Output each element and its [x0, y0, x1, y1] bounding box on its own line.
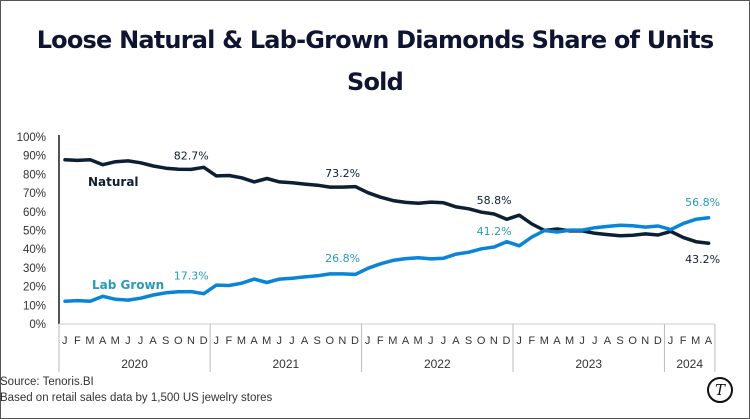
x-month-label: A [149, 335, 157, 347]
x-month-label: N [490, 335, 498, 347]
x-month-label: F [680, 335, 687, 347]
x-month-label: D [200, 335, 208, 347]
x-month-label: S [616, 335, 624, 347]
x-month-label: J [62, 335, 68, 347]
series-line-natural [63, 158, 711, 245]
x-month-label: N [187, 335, 195, 347]
x-month-label: O [477, 335, 486, 347]
chart-title-line-2: Sold [347, 68, 404, 96]
x-month-label: J [428, 335, 434, 347]
x-month-label: A [705, 335, 713, 347]
x-month-label: M [237, 335, 247, 347]
data-label: 56.8% [685, 196, 720, 209]
x-month-label: J [579, 335, 585, 347]
x-year-label: 2021 [272, 357, 299, 371]
x-month-label: A [604, 335, 612, 347]
data-label: 43.2% [685, 253, 720, 266]
x-month-label: J [668, 335, 674, 347]
x-month-label: J [441, 335, 447, 347]
x-month-label: M [414, 335, 424, 347]
x-month-label: N [641, 335, 649, 347]
x-month-label: D [654, 335, 662, 347]
x-month-label: M [691, 335, 701, 347]
x-month-label: M [565, 335, 575, 347]
x-month-label: S [313, 335, 321, 347]
x-month-label: M [540, 335, 550, 347]
source-note: Source: Tenoris.BI [0, 376, 94, 388]
x-month-label: M [85, 335, 95, 347]
y-tick-label: 100% [17, 132, 46, 144]
x-month-label: D [502, 335, 510, 347]
series-label-lab-grown: Lab Grown [92, 278, 164, 292]
x-month-label: J [516, 335, 522, 347]
y-tick-label: 70% [23, 188, 46, 200]
data-label: 82.7% [174, 149, 209, 162]
x-month-label: J [592, 335, 598, 347]
x-month-label: J [213, 335, 219, 347]
x-month-label: A [250, 335, 258, 347]
data-note: Based on retail sales data by 1,500 US j… [0, 392, 273, 404]
y-tick-label: 60% [23, 207, 46, 219]
x-month-label: M [388, 335, 398, 347]
x-year-label: 2022 [424, 357, 451, 371]
x-month-label: O [174, 335, 183, 347]
x-month-label: N [338, 335, 346, 347]
data-label: 26.8% [325, 252, 360, 265]
y-tick-label: 20% [23, 282, 46, 294]
x-axis-year-labels: 2020 2021 2022 2023 2024 [121, 357, 703, 371]
x-month-label: M [262, 335, 272, 347]
x-month-label: D [351, 335, 359, 347]
x-month-label: A [452, 335, 460, 347]
chart-title-line-1: Loose Natural & Lab-Grown Diamonds Share… [36, 26, 714, 54]
x-year-label: 2023 [575, 357, 602, 371]
x-axis-dividers [58, 324, 716, 372]
x-month-label: F [528, 335, 535, 347]
y-tick-label: 0% [29, 319, 46, 331]
x-month-label: M [111, 335, 121, 347]
x-month-label: A [301, 335, 309, 347]
x-month-label: S [162, 335, 170, 347]
x-year-label: 2024 [676, 357, 703, 371]
y-tick-label: 80% [23, 169, 46, 181]
tenoris-logo-icon: T [707, 377, 733, 403]
x-month-label: O [325, 335, 334, 347]
data-label: 58.8% [477, 194, 512, 207]
x-month-label: A [553, 335, 561, 347]
x-month-label: F [74, 335, 81, 347]
series-label-natural: Natural [88, 175, 139, 189]
y-axis-ticks: 0% 10% 20% 30% 40% 50% 60% 70% 80% 90% 100% [17, 132, 46, 331]
x-month-label: J [138, 335, 144, 347]
x-year-label: 2020 [121, 357, 148, 371]
x-month-label: F [377, 335, 384, 347]
data-label: 17.3% [174, 270, 209, 283]
y-tick-label: 10% [23, 300, 46, 312]
x-month-label: J [289, 335, 295, 347]
x-month-label: S [465, 335, 473, 347]
x-month-label: J [125, 335, 131, 347]
x-month-label: A [99, 335, 107, 347]
y-tick-label: 50% [23, 226, 46, 238]
x-month-label: J [365, 335, 371, 347]
data-labels: 82.7% 73.2% 58.8% 43.2% 17.3% 26.8% 41.2% 56.8% [174, 149, 720, 282]
x-month-label: A [402, 335, 410, 347]
series-line-lab-grown [63, 216, 711, 303]
y-tick-label: 40% [23, 244, 46, 256]
y-tick-label: 90% [23, 151, 46, 163]
y-tick-label: 30% [23, 263, 46, 275]
x-month-label: F [225, 335, 232, 347]
x-month-label: O [628, 335, 637, 347]
series-lines [63, 158, 711, 303]
data-label: 73.2% [325, 167, 360, 180]
data-label: 41.2% [477, 225, 512, 238]
x-month-label: J [277, 335, 283, 347]
